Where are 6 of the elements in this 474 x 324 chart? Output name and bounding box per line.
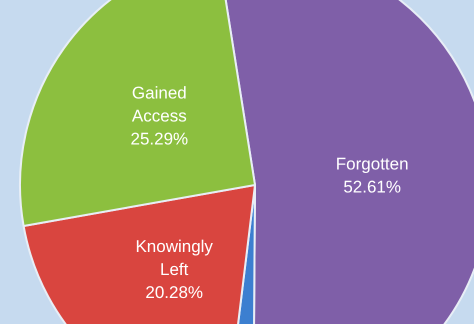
data-label: 20.28% bbox=[145, 282, 204, 302]
slice-label: Gained Access bbox=[132, 83, 187, 126]
slice-label: Forgotten bbox=[336, 154, 409, 174]
data-label: 52.61% bbox=[343, 177, 402, 196]
slice-label: Knowingly Left bbox=[135, 236, 214, 279]
data-label: 25.29% bbox=[130, 129, 188, 148]
